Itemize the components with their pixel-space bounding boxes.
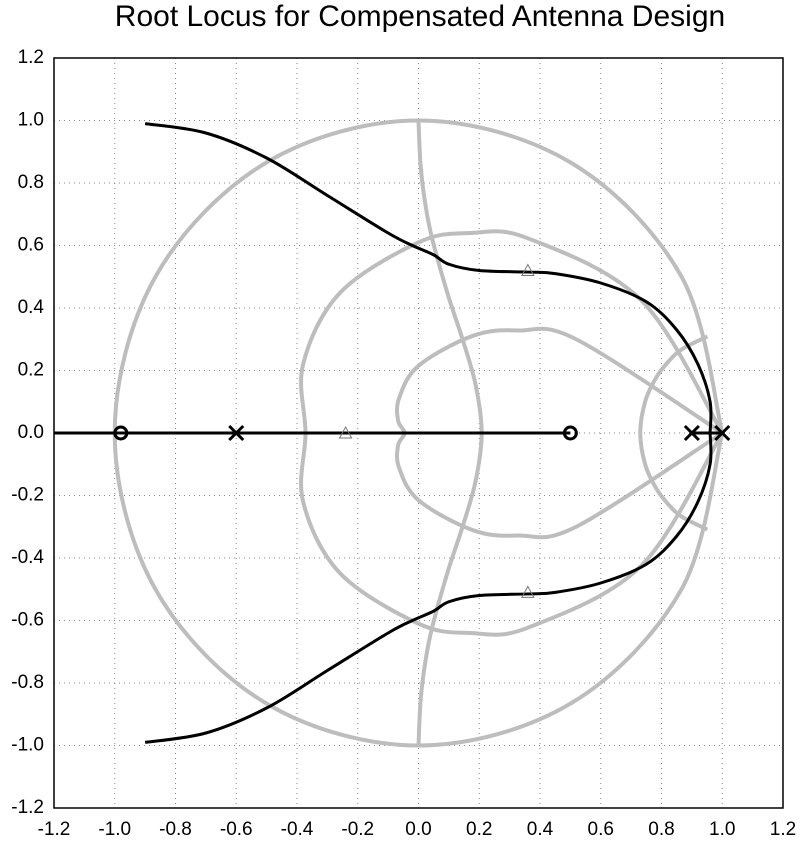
y-tick-label: 1.2 — [18, 47, 44, 68]
y-tick-label: -0.4 — [11, 547, 44, 568]
x-tick-label: 0.8 — [648, 819, 674, 840]
pole — [228, 424, 245, 442]
x-tick-label: -1.2 — [38, 819, 71, 840]
y-tick-label: 0.8 — [18, 172, 44, 193]
x-tick-label: 1.2 — [770, 819, 796, 840]
y-tick-label: 0.6 — [18, 235, 44, 256]
y-tick-label: -1.0 — [11, 735, 44, 756]
x-tick-label: -0.8 — [159, 819, 192, 840]
pole — [714, 424, 731, 442]
zero — [562, 425, 578, 441]
pole — [683, 424, 700, 442]
x-tick-label: -0.4 — [281, 819, 314, 840]
y-tick-label: 1.0 — [18, 110, 44, 131]
plot-frame — [53, 57, 784, 809]
y-tick-label: -0.6 — [11, 610, 44, 631]
closed-loop-pole — [521, 585, 535, 598]
locus-branch — [144, 122, 713, 434]
x-tick-label: 1.0 — [709, 819, 735, 840]
y-tick-label: 0.0 — [18, 422, 44, 443]
chart-title: Root Locus for Compensated Antenna Desig… — [115, 0, 725, 33]
x-tick-label: -0.2 — [341, 819, 374, 840]
y-tick-label: 0.2 — [18, 360, 44, 381]
x-tick-label: 0.0 — [405, 819, 431, 840]
x-tick-label: 0.4 — [527, 819, 554, 840]
zero — [113, 425, 129, 441]
x-tick-label: -0.6 — [220, 819, 253, 840]
y-tick-label: 0.4 — [18, 297, 45, 318]
zgrid-curve — [638, 334, 709, 532]
closed-loop-pole — [338, 425, 353, 439]
x-tick-label: 0.6 — [588, 819, 614, 840]
x-tick-label: 0.2 — [466, 819, 492, 840]
locus-branch — [144, 432, 713, 744]
closed-loop-pole — [521, 263, 535, 276]
y-tick-label: -0.8 — [11, 672, 44, 693]
x-tick-label: -1.0 — [98, 819, 131, 840]
y-tick-label: -0.2 — [11, 485, 44, 506]
y-tick-label: -1.2 — [11, 797, 44, 818]
